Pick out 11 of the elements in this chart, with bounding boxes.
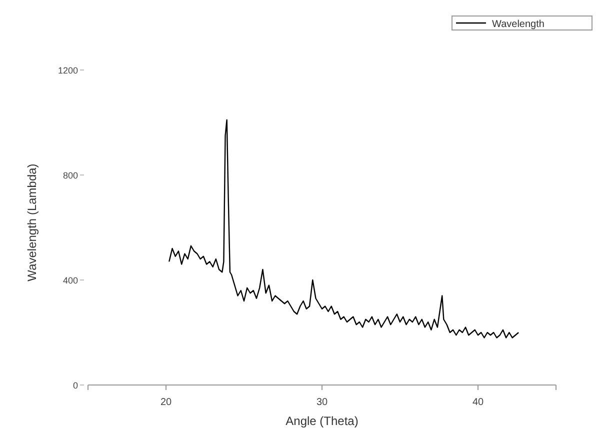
line-series (168, 119, 520, 338)
y-tick-label: 800 (62, 170, 78, 180)
x-tick-label: 20 (160, 397, 172, 408)
legend-label: Wavelength (492, 19, 544, 30)
x-tick-label: 40 (472, 397, 484, 408)
y-tick-label: 0 (72, 380, 78, 390)
x-axis-title: Angle (Theta) (286, 414, 358, 428)
x-tick-label: 30 (316, 397, 328, 408)
y-axis-title: Wavelength (Lambda) (25, 164, 39, 282)
y-tick-label: 1200 (58, 66, 78, 76)
y-tick-label: 400 (62, 276, 78, 286)
